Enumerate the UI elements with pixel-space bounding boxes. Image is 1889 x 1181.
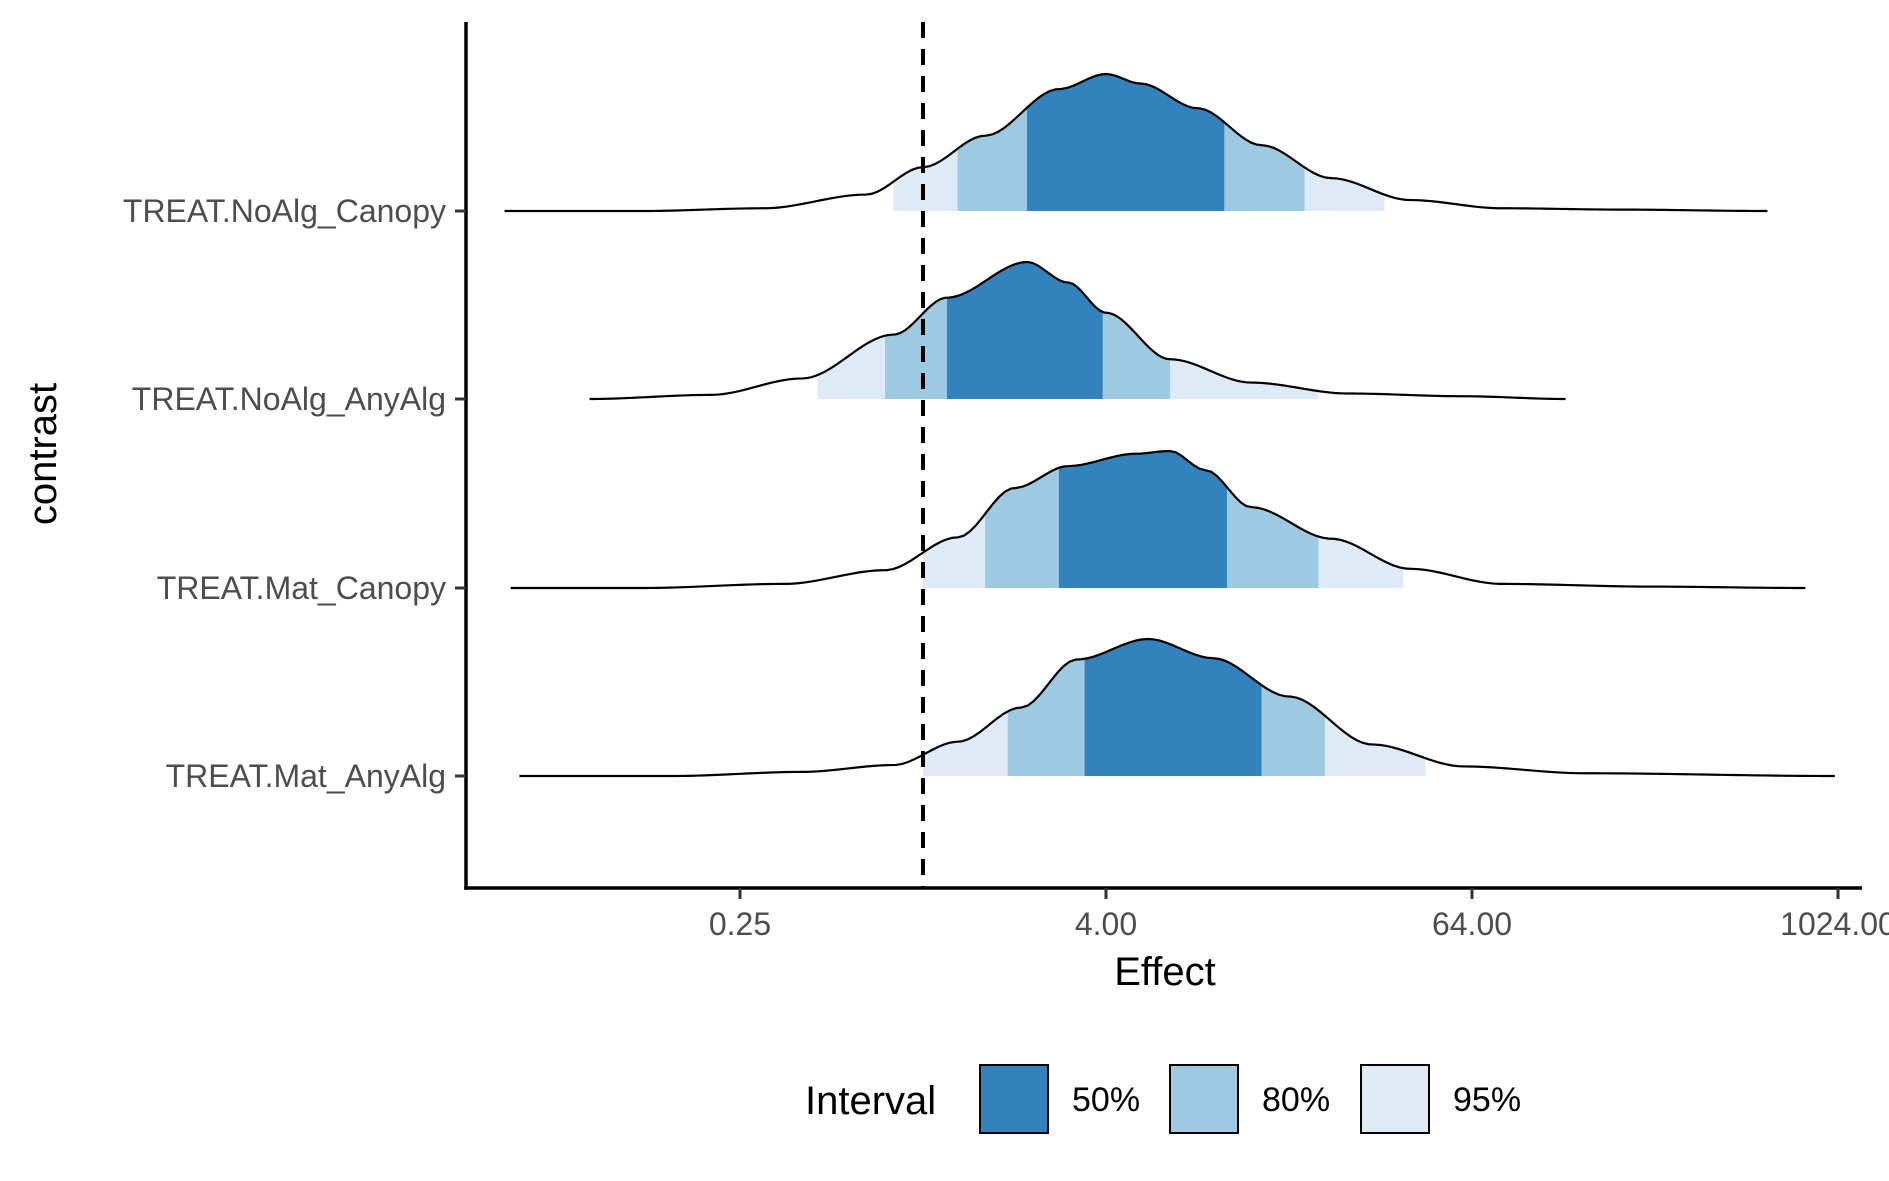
interval-50-treat-noalg-canopy [1027,74,1225,211]
interval-50-treat-noalg-anyalg [947,262,1103,399]
legend-swatch-95 [1360,1064,1430,1134]
ridge-treat-noalg-canopy [504,72,1768,213]
legend: Interval 50% 80% 95% [805,1064,1521,1134]
legend-swatch-50 [979,1064,1049,1134]
density-outline-treat-mat-anyalg [519,637,1835,778]
x-axis-title: Effect [1114,950,1216,994]
y-tick-label-treat-noalg-canopy: TREAT.NoAlg_Canopy [123,193,446,229]
legend-swatch-80 [1169,1064,1239,1134]
x-axis-ticks: 0.25 4.00 64.00 1024.00 [709,888,1889,942]
legend-label-95: 95% [1453,1081,1521,1119]
interval-50-treat-mat-anyalg [1084,639,1262,776]
density-outline-treat-noalg-anyalg [589,260,1566,401]
x-tick-label-1024-00: 1024.00 [1780,906,1889,942]
legend-label-80: 80% [1262,1081,1330,1119]
x-tick-label-64-00: 64.00 [1432,906,1512,942]
y-axis-ticks: TREAT.NoAlg_Canopy TREAT.NoAlg_AnyAlg TREA… [123,193,466,794]
y-tick-label-treat-mat-canopy: TREAT.Mat_Canopy [157,570,446,606]
density-outline-treat-noalg-canopy [504,72,1768,213]
interval-50-treat-mat-canopy [1058,451,1227,588]
legend-label-50: 50% [1072,1081,1140,1119]
legend-title: Interval [805,1079,936,1123]
ridge-treat-mat-anyalg [519,637,1835,778]
y-tick-label-treat-noalg-anyalg: TREAT.NoAlg_AnyAlg [132,381,446,417]
density-outline-treat-mat-canopy [510,449,1806,590]
x-tick-label-4-00: 4.00 [1075,906,1137,942]
ridge-layer [504,72,1835,778]
ridge-treat-mat-canopy [510,449,1806,590]
y-tick-label-treat-mat-anyalg: TREAT.Mat_AnyAlg [166,758,446,794]
ridge-treat-noalg-anyalg [589,260,1566,401]
y-axis-title: contrast [21,383,65,525]
x-tick-label-0-25: 0.25 [709,906,771,942]
